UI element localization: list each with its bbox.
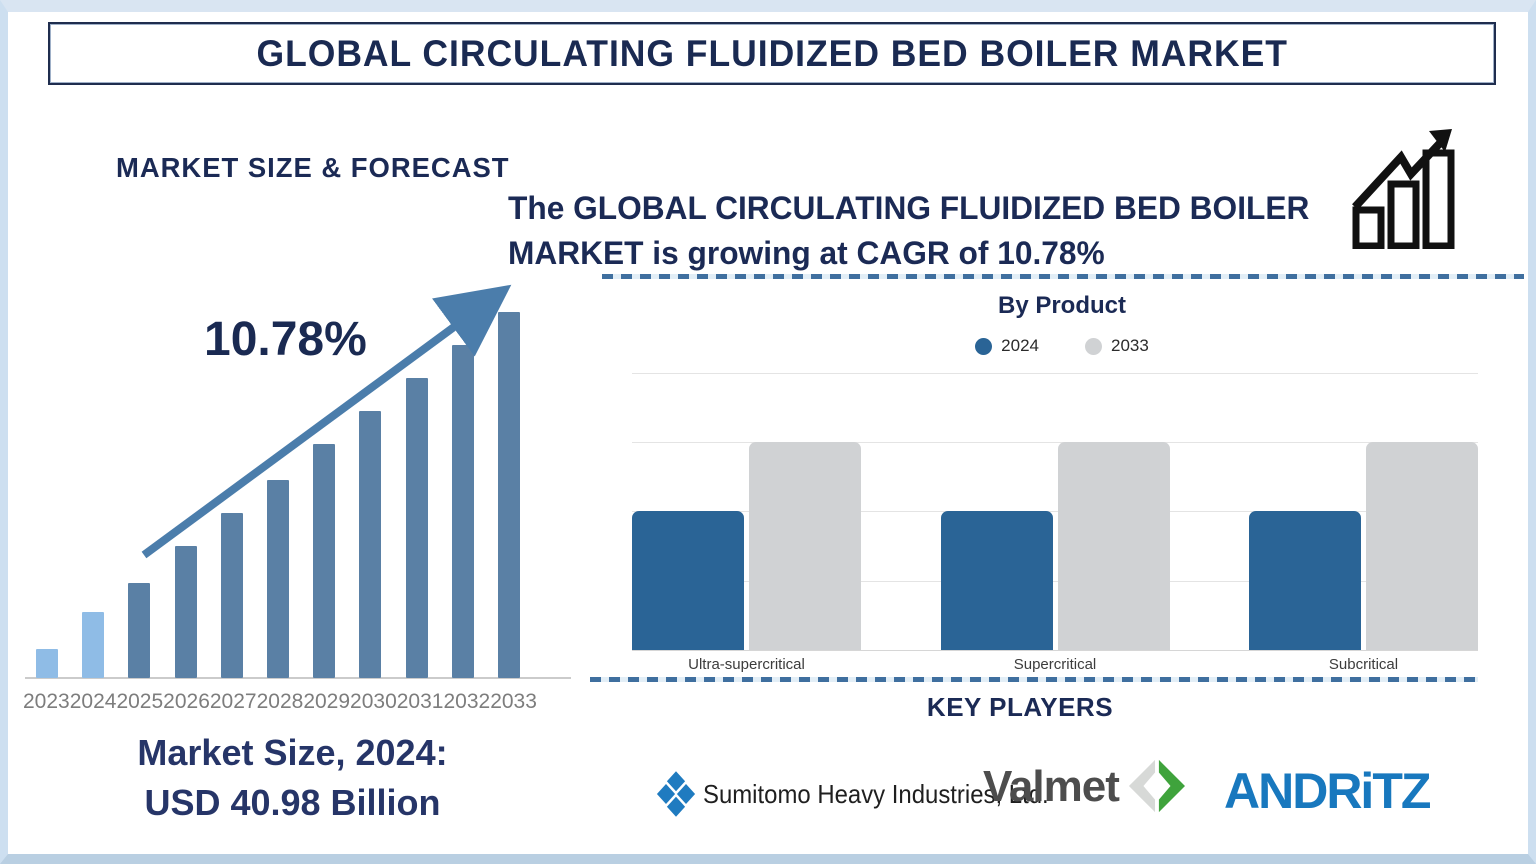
forecast-year-label-2031: 2031	[396, 690, 444, 713]
forecast-chart-year-labels: 2023 2024 2025 2026 2027 2028 2029 2030 2031 2032…	[23, 690, 537, 714]
forecast-bar-2024	[82, 612, 105, 678]
forecast-year-label-2027: 2027	[209, 690, 257, 713]
growth-statement: The GLOBAL CIRCULATING FLUIDIZED BED BOI…	[508, 190, 1310, 271]
key-players-heading: KEY PLAYERS	[926, 692, 1114, 722]
gridline-baseline	[632, 650, 1478, 651]
logo-sumitomo: Sumitomo Heavy Industries, Ltd.	[656, 770, 1079, 818]
dashed-divider-top	[602, 274, 1524, 279]
forecast-year-label-2028: 2028	[256, 690, 304, 713]
forecast-bar-2030	[359, 411, 382, 678]
forecast-bar-2032	[451, 345, 474, 678]
forecast-bar-2033	[497, 312, 520, 678]
legend-label-2033: 2033	[1111, 336, 1149, 355]
forecast-bar-2025	[128, 583, 151, 678]
sumitomo-igeta-diamond-icon	[656, 771, 696, 817]
by-product-title: By Product	[997, 292, 1126, 319]
andritz-logo-text: ANDRiTZ	[1224, 763, 1430, 819]
by-product-groups: Ultra-supercritical Supercritical Subcriti…	[632, 373, 1478, 673]
dashed-divider-bottom	[590, 677, 1478, 682]
gridline	[632, 511, 1478, 512]
forecast-bar-2031	[405, 378, 428, 678]
bar-chart-rising-arrow-icon	[1352, 129, 1455, 249]
forecast-year-label-2026: 2026	[163, 690, 210, 713]
forecast-year-label-2029: 2029	[303, 690, 351, 713]
bar-ultra-supercritical-2033	[749, 442, 861, 650]
market-size-forecast-heading: MARKET SIZE & FORECAST	[116, 152, 510, 183]
bar-supercritical-2033	[1057, 442, 1170, 650]
forecast-year-label-2025: 2025	[116, 690, 164, 713]
by-product-legend: 2024 2033	[600, 336, 1524, 356]
valmet-logo-text: Valmet	[983, 762, 1120, 811]
legend-dot-2024	[975, 337, 993, 355]
bar-subcritical-2024	[1249, 511, 1361, 650]
legend-label-2024: 2024	[1001, 336, 1039, 355]
forecast-bar-2026	[174, 546, 197, 678]
by-product-group-supercritical: Supercritical	[940, 373, 1170, 673]
forecast-year-label-2024: 2024	[69, 690, 117, 713]
logo-andritz: ANDRiTZ	[1224, 762, 1429, 820]
gridline	[632, 581, 1478, 582]
valmet-diamond-arrow-icon	[1128, 759, 1185, 813]
forecast-year-label-2030: 2030	[350, 690, 397, 713]
logo-valmet: Valmet	[983, 758, 1185, 816]
cagr-annotation: 10.78%	[204, 313, 367, 366]
legend-item-2033: 2033	[1085, 336, 1149, 356]
forecast-year-label-2023: 2023	[23, 690, 70, 713]
forecast-year-label-2032: 2032	[443, 690, 491, 713]
bar-ultra-supercritical-2024	[632, 511, 744, 650]
forecast-bar-2027	[220, 513, 243, 678]
category-label-subcritical: Subcritical	[1328, 656, 1399, 673]
forecast-year-label-2033: 2033	[490, 690, 537, 713]
by-product-group-ultra-supercritical: Ultra-supercritical	[632, 373, 861, 673]
forecast-chart-bars	[36, 310, 520, 678]
forecast-bar-2028	[266, 480, 289, 678]
forecast-bar-2023	[36, 649, 58, 678]
title-banner: GLOBAL CIRCULATING FLUIDIZED BED BOILER …	[48, 22, 1496, 85]
forecast-bar-2029	[313, 444, 336, 678]
legend-item-2024: 2024	[975, 336, 1039, 356]
page-title: GLOBAL CIRCULATING FLUIDIZED BED BOILER …	[256, 32, 1288, 74]
by-product-chart: Ultra-supercritical Supercritical Subcriti…	[632, 373, 1478, 673]
gridline	[632, 442, 1478, 443]
forecast-chart-axis	[25, 677, 571, 679]
trend-arrow-icon	[141, 284, 512, 559]
market-size-label: Market Size, 2024:	[137, 732, 448, 773]
category-label-ultra-supercritical: Ultra-supercritical	[688, 656, 805, 673]
by-product-group-subcritical: Subcritical	[1249, 373, 1478, 673]
sumitomo-logo-text: Sumitomo Heavy Industries, Ltd.	[703, 778, 1049, 809]
gridline	[632, 373, 1478, 374]
legend-dot-2033	[1085, 337, 1102, 355]
market-size-note: Market Size, 2024: USD 40.98 Billion	[40, 728, 545, 828]
market-size-value: USD 40.98 Billion	[144, 782, 441, 823]
bar-subcritical-2033	[1366, 442, 1478, 650]
category-label-supercritical: Supercritical	[1013, 656, 1097, 673]
bar-supercritical-2024	[940, 511, 1053, 650]
